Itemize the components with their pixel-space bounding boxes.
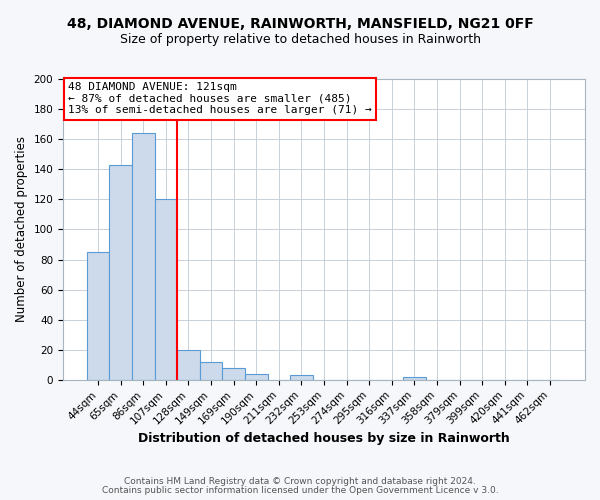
Bar	[132, 133, 155, 380]
Bar	[223, 368, 245, 380]
Text: 48 DIAMOND AVENUE: 121sqm
← 87% of detached houses are smaller (485)
13% of semi: 48 DIAMOND AVENUE: 121sqm ← 87% of detac…	[68, 82, 372, 115]
Bar	[87, 252, 109, 380]
Text: Contains HM Land Registry data © Crown copyright and database right 2024.: Contains HM Land Registry data © Crown c…	[124, 477, 476, 486]
Text: 48, DIAMOND AVENUE, RAINWORTH, MANSFIELD, NG21 0FF: 48, DIAMOND AVENUE, RAINWORTH, MANSFIELD…	[67, 18, 533, 32]
Bar	[403, 377, 425, 380]
X-axis label: Distribution of detached houses by size in Rainworth: Distribution of detached houses by size …	[138, 432, 510, 445]
Text: Contains public sector information licensed under the Open Government Licence v : Contains public sector information licen…	[101, 486, 499, 495]
Bar	[177, 350, 200, 380]
Y-axis label: Number of detached properties: Number of detached properties	[15, 136, 28, 322]
Text: Size of property relative to detached houses in Rainworth: Size of property relative to detached ho…	[119, 32, 481, 46]
Bar	[200, 362, 223, 380]
Bar	[155, 200, 177, 380]
Bar	[245, 374, 268, 380]
Bar	[109, 164, 132, 380]
Bar	[290, 376, 313, 380]
